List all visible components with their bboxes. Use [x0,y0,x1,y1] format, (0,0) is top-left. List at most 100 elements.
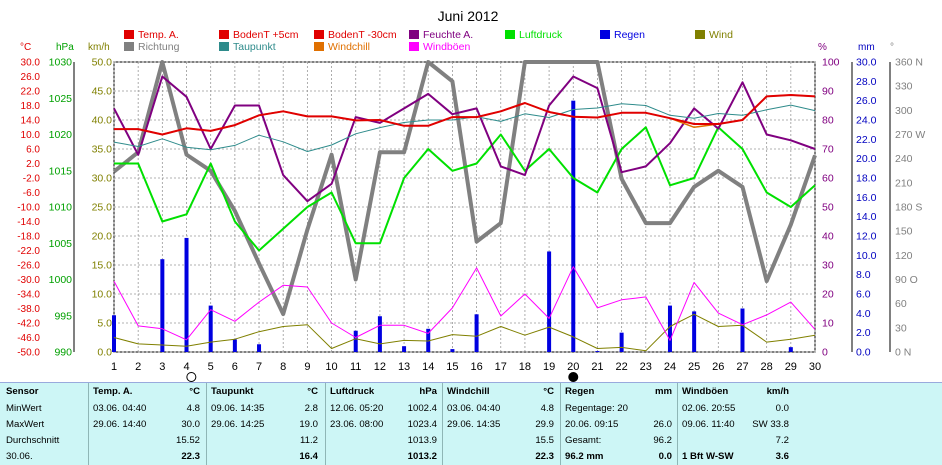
pct-tick-1: 90 [822,86,834,98]
pct-tick-5: 50 [822,202,834,214]
day-tick-28: 28 [761,361,773,373]
stats-value-0-3: 22.3 [181,451,200,462]
bar-regen-22 [619,332,624,352]
day-tick-24: 24 [664,361,676,373]
unit-label-3: % [818,42,827,53]
chart-grid [113,61,816,353]
legend-swatch-5 [600,30,610,39]
hpa-tick-0: 1030 [49,57,73,69]
bar-regen-1 [112,315,116,352]
mm-tick-10: 10.0 [856,250,877,262]
day-tick-25: 25 [688,361,700,373]
line-windb-en [113,266,816,341]
temp-tick-16: -34.0 [17,290,40,301]
day-tick-21: 21 [591,361,603,373]
temp-tick-15: -30.0 [17,275,40,286]
stats-time-5-0: 02.06. 20:55 [682,403,736,414]
unit-label-4: mm [858,42,875,53]
legend-swatch-1 [219,30,229,39]
line-feuchte-a [113,75,816,203]
hpa-tick-5: 1005 [49,238,73,250]
stats-value-5-3: 3.6 [775,451,789,462]
day-tick-6: 6 [232,361,238,373]
legend-label-3: Feuchte A. [423,29,473,41]
dir-tick-8: 120 [895,250,913,262]
stats-rowlabel-1: MinWert [6,403,42,414]
kmh-tick-8: 10.0 [92,289,113,301]
moon-markers [186,372,579,382]
legend: Temp. A. BodenT +5cm BodenT -30cm Feuchte A… [124,29,733,53]
stats-col-unit-5: km/h [766,386,789,397]
day-tick-15: 15 [446,361,458,373]
moon-full-marker [186,372,197,382]
day-tick-5: 5 [208,361,214,373]
hpa-tick-8: 990 [54,347,72,359]
temp-tick-12: -18.0 [17,232,40,243]
day-tick-12: 12 [374,361,386,373]
day-tick-20: 20 [567,361,579,373]
day-tick-3: 3 [159,361,165,373]
temp-tick-17: -38.0 [17,304,40,315]
mm-tick-15: 0.0 [856,347,871,359]
kmh-tick-3: 35.0 [92,144,113,156]
stats-value-5-1: SW 33.8 [752,419,789,430]
bar-regen-20 [571,100,576,353]
pct-tick-10: 0 [822,347,828,359]
mm-tick-14: 2.0 [856,327,871,339]
bar-regen-25 [692,311,697,352]
pct-tick-0: 100 [822,57,840,69]
day-tick-19: 19 [543,361,555,373]
hpa-tick-6: 1000 [49,274,73,286]
day-tick-29: 29 [785,361,797,373]
temp-tick-20: -50.0 [17,348,40,359]
kmh-tick-2: 40.0 [92,115,113,127]
legend-label-5: Regen [614,29,645,41]
stats-col-name-1: Taupunkt [211,386,254,397]
stats-col-unit-4: mm [654,386,672,397]
day-tick-8: 8 [280,361,286,373]
mm-tick-11: 8.0 [856,269,871,281]
day-tick-17: 17 [495,361,507,373]
stats-time-5-1: 09.06. 11:40 [682,419,735,430]
kmh-tick-9: 5.0 [97,318,112,330]
stats-col-unit-0: °C [189,386,200,397]
bar-regen-24 [667,305,672,352]
stats-value-1-0: 2.8 [304,403,318,414]
temp-tick-1: 26.0 [21,72,41,83]
hpa-tick-4: 1010 [49,202,73,214]
day-tick-10: 10 [325,361,337,373]
bar-regen-11 [353,330,358,352]
stats-time-1-0: 09.06. 14:35 [211,403,265,414]
bar-regen-16 [474,314,479,352]
day-tick-30: 30 [809,361,821,373]
legend-swatch-7 [124,42,134,51]
legend-swatch-2 [314,30,324,39]
legend-swatch-9 [314,42,324,51]
bar-regen-21 [595,351,600,352]
pct-tick-6: 40 [822,231,834,243]
stats-time-4-0: Regentage: 20 [565,403,628,414]
x-axis: 1 2 3 4 5 6 7 8 9 10 11 12 13 14 15 16 17 18 19 20 21 22 23 24 2… [111,361,821,373]
bar-regen-6 [232,339,237,352]
kmh-tick-5: 25.0 [92,202,113,214]
temp-tick-2: 22.0 [21,87,41,98]
hpa-tick-2: 1020 [49,129,73,141]
mm-tick-3: 24.0 [856,115,877,127]
dir-tick-10: 60 [895,298,907,310]
stats-value-1-3: 16.4 [299,451,318,462]
stats-time-0-0: 03.06. 04:40 [93,403,147,414]
weather-chart: Juni 2012 Temp. A. BodenT +5cm BodenT -30c… [17,8,925,382]
temp-tick-4: 14.0 [21,116,41,127]
temp-tick-8: -2.0 [23,174,41,185]
pct-tick-2: 80 [822,115,834,127]
temp-tick-19: -46.0 [17,333,40,344]
dir-tick-0: 360 N [895,57,923,69]
day-tick-27: 27 [736,361,748,373]
stats-column-3 [442,383,560,465]
chart-title: Juni 2012 [438,8,499,24]
dir-tick-4: 240 [895,153,913,165]
legend-label-2: BodenT -30cm [328,29,397,41]
stats-value-1-2: 11.2 [300,435,318,446]
stats-time-0-1: 29.06. 14:40 [93,419,147,430]
dir-tick-3: 270 W [895,129,925,141]
